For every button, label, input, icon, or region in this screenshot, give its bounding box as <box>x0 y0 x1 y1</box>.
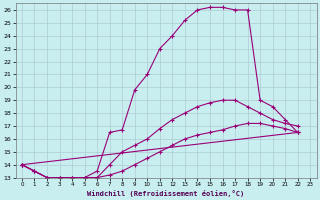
X-axis label: Windchill (Refroidissement éolien,°C): Windchill (Refroidissement éolien,°C) <box>87 190 245 197</box>
